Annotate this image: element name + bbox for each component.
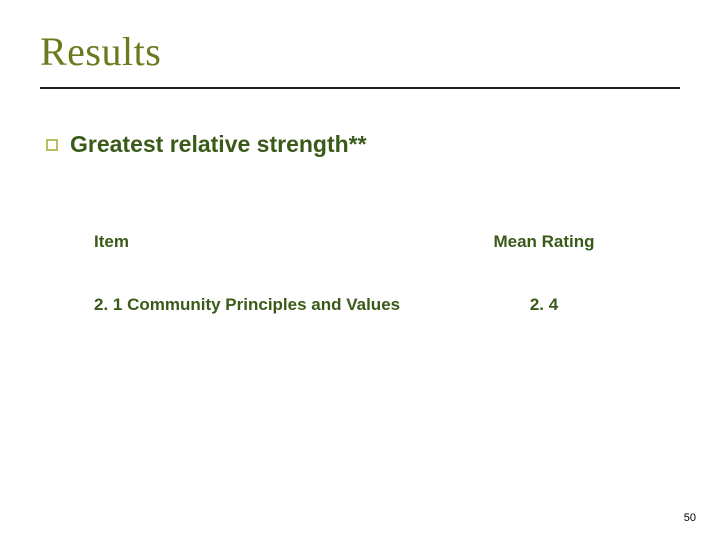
- title-underline: [40, 87, 680, 89]
- table-header-row: Item Mean Rating: [94, 228, 654, 256]
- header-mean-rating: Mean Rating: [434, 228, 654, 256]
- slide-title: Results: [40, 28, 680, 75]
- bullet-row: Greatest relative strength**: [46, 131, 680, 158]
- slide: Results Greatest relative strength** Ite…: [0, 0, 720, 540]
- page-number: 50: [684, 512, 696, 524]
- table-row: 2. 1 Community Principles and Values 2. …: [94, 290, 654, 321]
- bullet-text: Greatest relative strength**: [70, 131, 367, 158]
- square-bullet-icon: [46, 139, 58, 151]
- results-table: Item Mean Rating 2. 1 Community Principl…: [94, 228, 654, 321]
- header-item: Item: [94, 228, 434, 256]
- cell-item: 2. 1 Community Principles and Values: [94, 290, 434, 321]
- cell-mean-rating: 2. 4: [434, 290, 654, 321]
